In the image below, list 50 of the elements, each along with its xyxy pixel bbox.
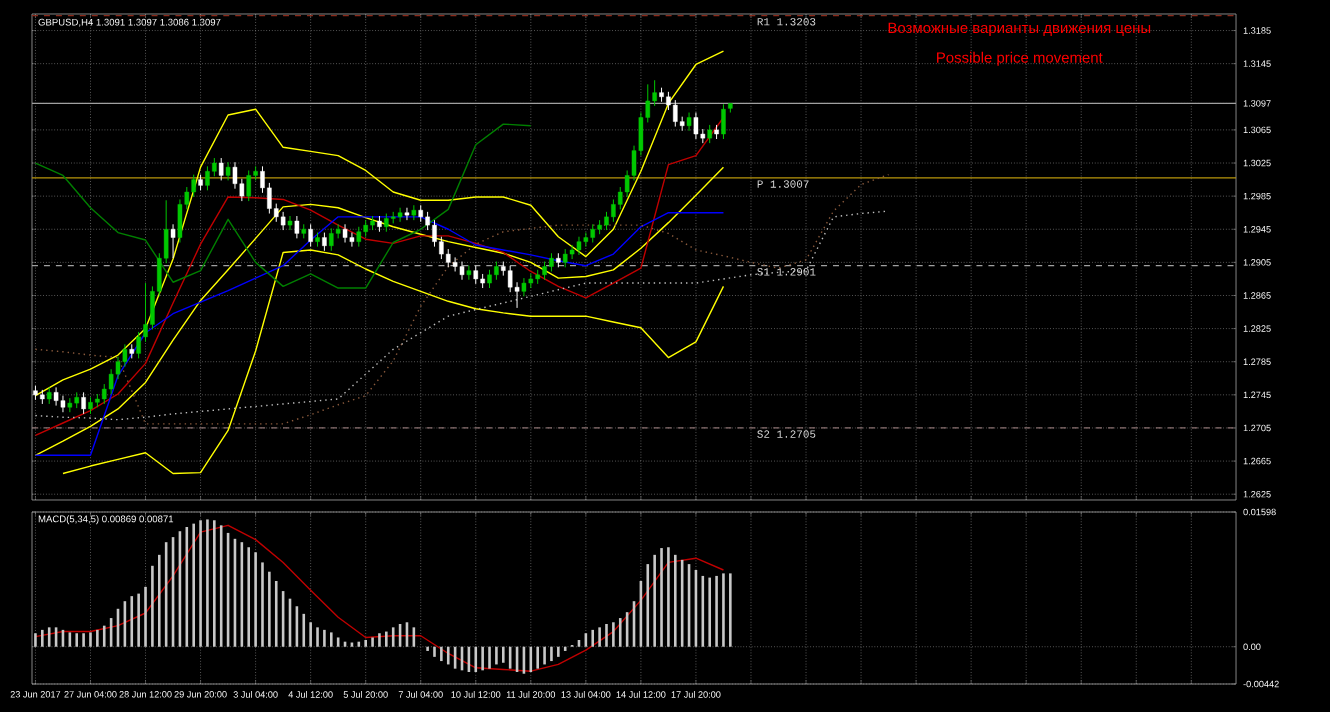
candlestick	[280, 211, 286, 231]
candlestick	[673, 99, 678, 128]
candlestick	[686, 112, 692, 132]
candlestick	[294, 215, 300, 239]
candlestick	[432, 219, 437, 248]
candlestick	[604, 211, 609, 231]
candlestick	[583, 232, 589, 248]
candlestick	[191, 174, 196, 198]
candlestick	[404, 207, 410, 221]
line-series	[34, 50, 725, 397]
candlestick	[473, 265, 479, 285]
candlestick	[136, 331, 141, 359]
candlestick	[308, 223, 313, 248]
candlestick	[466, 265, 472, 281]
candlestick	[397, 207, 403, 223]
candlestick	[329, 227, 334, 252]
candlestick	[205, 165, 210, 191]
candlestick	[445, 248, 451, 268]
candlestick	[287, 215, 293, 231]
candlestick	[53, 386, 59, 407]
line-series	[34, 166, 725, 456]
candlestick	[521, 277, 527, 297]
candlestick	[707, 124, 712, 144]
line-series	[34, 524, 725, 672]
candlestick	[590, 223, 595, 243]
candlestick	[693, 112, 699, 140]
candlestick	[218, 157, 224, 181]
candlestick	[81, 391, 86, 415]
candlestick	[60, 395, 66, 413]
candlestick	[349, 232, 355, 248]
candlestick	[542, 261, 547, 281]
candlestick	[611, 198, 616, 223]
candlestick	[487, 269, 492, 289]
candlestick	[721, 103, 726, 140]
candlestick	[225, 161, 231, 181]
candlestick	[170, 223, 176, 259]
candlestick	[452, 256, 458, 272]
candlestick	[356, 226, 362, 248]
candlestick	[494, 261, 499, 281]
candlestick	[576, 236, 582, 256]
candlestick	[562, 248, 568, 268]
candlestick	[411, 204, 417, 221]
line-series	[34, 123, 532, 289]
candlestick	[384, 213, 389, 233]
candlestick	[322, 232, 327, 252]
candlestick	[569, 244, 575, 260]
candlestick	[549, 252, 554, 272]
candlestick	[459, 261, 465, 281]
candlestick	[246, 169, 251, 202]
candlestick	[342, 223, 348, 243]
